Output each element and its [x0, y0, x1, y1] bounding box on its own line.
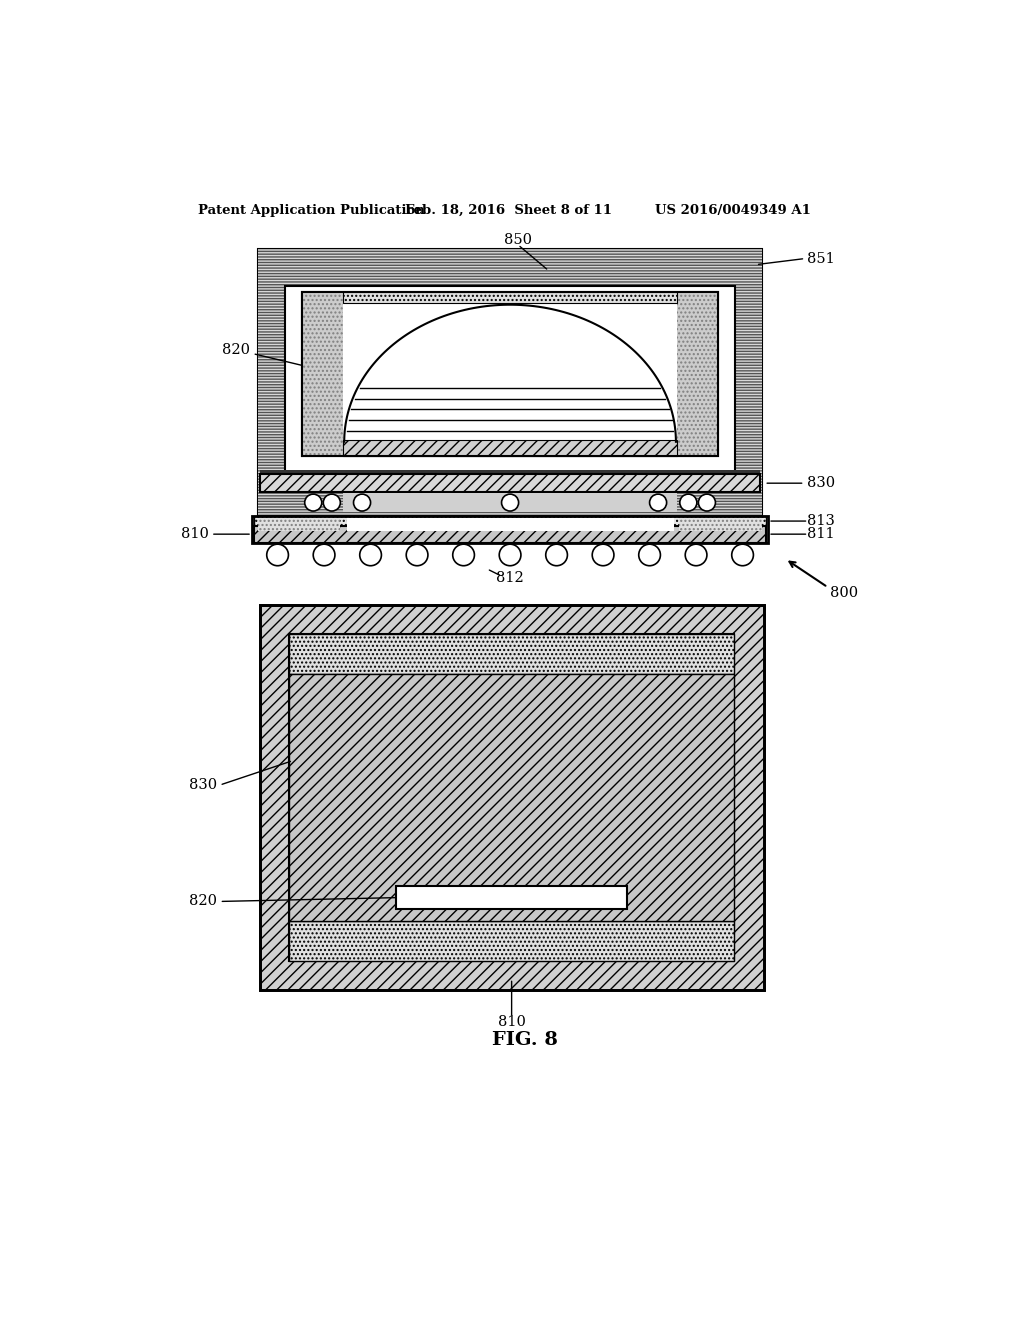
Text: 811: 811: [807, 527, 835, 541]
Bar: [679, 517, 762, 531]
Text: 813: 813: [807, 513, 835, 528]
Circle shape: [546, 544, 567, 566]
Circle shape: [453, 544, 474, 566]
Bar: [254, 525, 766, 543]
Circle shape: [592, 544, 614, 566]
Bar: [252, 516, 768, 543]
Bar: [289, 635, 734, 961]
Circle shape: [732, 544, 754, 566]
Text: 810: 810: [498, 1015, 525, 1030]
Bar: [396, 886, 627, 909]
Bar: [289, 921, 734, 961]
Circle shape: [305, 494, 322, 511]
Circle shape: [698, 494, 716, 511]
Bar: [302, 293, 718, 455]
Bar: [258, 249, 762, 515]
Text: 820: 820: [189, 895, 217, 908]
Text: 830: 830: [189, 779, 217, 792]
Bar: [258, 249, 762, 515]
Bar: [260, 605, 764, 990]
Text: FIG. 8: FIG. 8: [492, 1031, 558, 1049]
Bar: [286, 286, 735, 492]
Bar: [289, 675, 734, 921]
Bar: [260, 605, 764, 990]
Text: Patent Application Publication: Patent Application Publication: [198, 205, 425, 218]
Bar: [343, 494, 678, 512]
Circle shape: [313, 544, 335, 566]
Circle shape: [639, 544, 660, 566]
Bar: [254, 516, 766, 525]
Text: Feb. 18, 2016  Sheet 8 of 11: Feb. 18, 2016 Sheet 8 of 11: [406, 205, 612, 218]
Text: 830: 830: [807, 477, 835, 490]
Bar: [289, 635, 734, 675]
Text: 820: 820: [221, 342, 301, 366]
Circle shape: [685, 544, 707, 566]
Circle shape: [502, 494, 518, 511]
Bar: [260, 470, 761, 474]
Bar: [302, 293, 343, 455]
Text: 800: 800: [830, 586, 858, 599]
Bar: [678, 293, 718, 455]
Text: 812: 812: [497, 572, 524, 585]
Bar: [302, 293, 718, 455]
Circle shape: [649, 494, 667, 511]
Circle shape: [324, 494, 340, 511]
Text: 810: 810: [181, 527, 209, 541]
Bar: [260, 474, 761, 492]
Text: 851: 851: [807, 252, 835, 265]
Text: US 2016/0049349 A1: US 2016/0049349 A1: [655, 205, 811, 218]
Circle shape: [359, 544, 381, 566]
Bar: [258, 517, 340, 531]
Circle shape: [407, 544, 428, 566]
Circle shape: [266, 544, 289, 566]
Bar: [343, 293, 678, 304]
Circle shape: [353, 494, 371, 511]
Circle shape: [680, 494, 697, 511]
Bar: [343, 441, 678, 455]
Circle shape: [500, 544, 521, 566]
Bar: [346, 517, 674, 531]
Text: 850: 850: [504, 234, 531, 247]
